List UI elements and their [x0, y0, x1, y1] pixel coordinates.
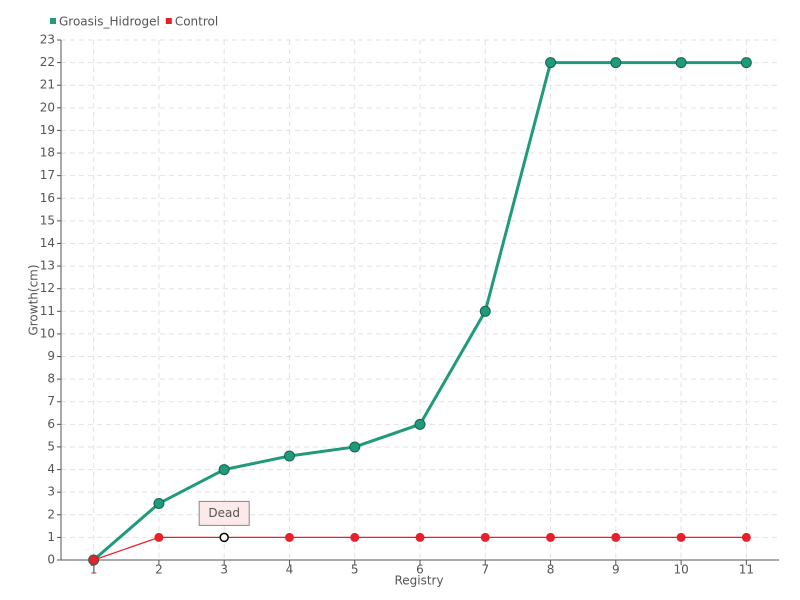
point	[218, 464, 230, 476]
y-tick-label: 1	[47, 530, 55, 544]
x-tick-label: 4	[286, 563, 294, 577]
x-axis-label: Registry	[394, 574, 443, 588]
y-tick-label: 4	[47, 462, 55, 476]
y-tick-label: 19	[40, 123, 55, 137]
point	[676, 532, 686, 542]
point	[284, 532, 294, 542]
x-tick-label: 11	[739, 563, 754, 577]
x-tick-label: 2	[155, 563, 163, 577]
point	[283, 450, 295, 462]
legend-swatch	[165, 18, 172, 24]
x-tick-label: 1	[90, 563, 98, 577]
point	[611, 532, 621, 542]
y-tick-label: 22	[40, 55, 55, 69]
point	[675, 57, 687, 69]
y-tick-label: 16	[40, 191, 55, 205]
legend-swatch	[50, 18, 56, 24]
x-tick-label: 9	[612, 563, 620, 577]
point	[89, 555, 99, 565]
point	[545, 57, 557, 69]
y-tick-label: 0	[47, 553, 55, 567]
x-tick-label: 6	[416, 563, 424, 577]
point	[479, 305, 491, 317]
point	[741, 532, 751, 542]
legend-label: Groasis_Hidrogel	[59, 15, 160, 29]
point	[153, 497, 165, 509]
y-tick-label: 8	[47, 372, 55, 386]
y-tick-label: 7	[47, 394, 55, 408]
point	[350, 532, 360, 542]
y-tick-label: 14	[40, 236, 55, 250]
y-tick-label: 13	[40, 259, 55, 273]
x-tick-label: 5	[351, 563, 359, 577]
y-tick-label: 3	[47, 485, 55, 499]
y-tick-label: 5	[47, 439, 55, 453]
point	[546, 532, 556, 542]
y-tick-label: 23	[40, 33, 55, 47]
point	[740, 57, 752, 69]
y-axis-label: Growth(cm)	[27, 264, 41, 335]
x-tick-label: 8	[547, 563, 555, 577]
y-tick-label: 17	[40, 168, 55, 182]
y-tick-label: 18	[40, 146, 55, 160]
point	[480, 532, 490, 542]
y-tick-label: 11	[40, 304, 55, 318]
point	[219, 532, 229, 543]
y-tick-label: 20	[40, 100, 55, 114]
point	[414, 418, 426, 430]
x-tick-label: 7	[481, 563, 489, 577]
y-tick-label: 6	[47, 417, 55, 431]
annotation-box	[198, 500, 250, 526]
y-tick-label: 15	[40, 213, 55, 227]
y-tick-label: 12	[40, 281, 55, 295]
point	[154, 532, 164, 542]
point	[610, 57, 622, 69]
point	[349, 441, 361, 453]
x-tick-label: 10	[673, 563, 688, 577]
y-tick-label: 2	[47, 507, 55, 521]
legend-label: Control	[175, 15, 218, 29]
x-tick-label: 3	[220, 563, 228, 577]
y-tick-label: 10	[40, 326, 55, 340]
annotation: Dead	[208, 506, 240, 520]
y-tick-label: 9	[47, 349, 55, 363]
point	[415, 532, 425, 542]
y-tick-label: 21	[40, 78, 55, 92]
